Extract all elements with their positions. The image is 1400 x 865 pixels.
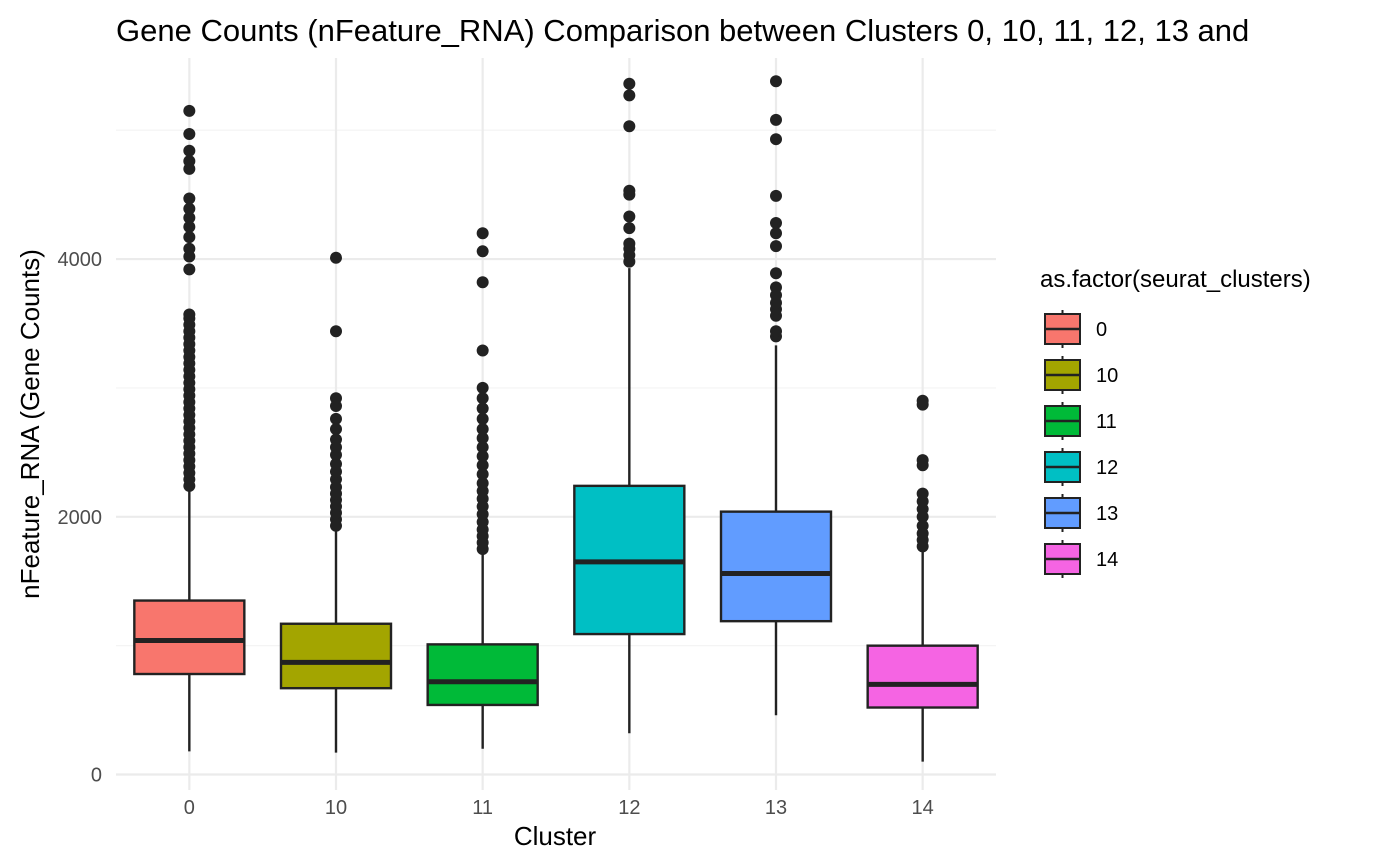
outlier-point — [183, 308, 196, 321]
outlier-point — [330, 251, 342, 264]
outlier-point — [183, 104, 196, 117]
outlier-point — [330, 412, 342, 425]
outlier-point — [770, 267, 782, 280]
boxes — [133, 75, 979, 762]
outlier-point — [916, 519, 929, 532]
outlier-point — [770, 189, 782, 202]
outlier-point — [476, 441, 489, 454]
legend-item-12: 12 — [1044, 448, 1118, 486]
box-cluster-10 — [279, 251, 393, 753]
outlier-point — [476, 227, 489, 240]
x-tick-label: 12 — [618, 797, 640, 819]
outlier-point — [476, 477, 489, 490]
outlier-point — [330, 423, 342, 436]
outlier-point — [476, 276, 489, 289]
box-iqr — [133, 599, 246, 676]
legend-item-10: 10 — [1044, 356, 1118, 394]
outlier-point — [476, 432, 489, 445]
outlier-point — [183, 128, 196, 141]
outlier-point — [183, 155, 196, 168]
outlier-point — [476, 245, 489, 258]
box-iqr — [866, 644, 979, 709]
outlier-point — [476, 381, 489, 394]
outlier-point — [476, 344, 489, 357]
grid — [116, 58, 996, 790]
outlier-point — [770, 227, 782, 240]
legend-title: as.factor(seurat_clusters) — [1040, 266, 1311, 293]
box-cluster-12 — [573, 77, 686, 734]
box-cluster-14 — [866, 394, 979, 762]
outlier-point — [623, 120, 636, 133]
outlier-point — [476, 392, 489, 405]
outlier-point — [623, 237, 636, 250]
y-axis-ticks: 0 2000 4000 — [58, 249, 103, 786]
outlier-point — [183, 263, 196, 276]
outlier-point — [330, 392, 342, 405]
box-cluster-0 — [133, 104, 246, 752]
outlier-point — [916, 454, 929, 467]
y-axis-title: nFeature_RNA (Gene Counts) — [15, 249, 45, 599]
outlier-point — [623, 210, 636, 223]
x-tick-label: 13 — [765, 797, 787, 819]
x-tick-label: 0 — [184, 797, 195, 819]
x-tick-label: 10 — [325, 797, 347, 819]
outlier-point — [330, 433, 342, 446]
outlier-point — [183, 202, 196, 215]
outlier-point — [476, 402, 489, 415]
outlier-point — [623, 89, 636, 102]
outlier-point — [770, 281, 782, 294]
box-cluster-13 — [719, 75, 833, 716]
outlier-point — [476, 468, 489, 481]
outlier-point — [770, 325, 782, 338]
outlier-point — [770, 216, 782, 229]
outlier-point — [476, 450, 489, 463]
legend-label: 14 — [1096, 549, 1118, 571]
outlier-point — [330, 325, 342, 338]
legend-label: 0 — [1096, 319, 1107, 341]
y-tick-label: 4000 — [58, 249, 103, 271]
x-axis-title: Cluster — [514, 821, 597, 851]
outlier-point — [770, 240, 782, 253]
legend-items: 0 10 11 12 13 14 — [1044, 310, 1118, 578]
legend-label: 12 — [1096, 457, 1118, 479]
box-iqr — [426, 643, 539, 707]
outlier-point — [623, 77, 636, 90]
outlier-point — [476, 412, 489, 425]
x-tick-label: 11 — [472, 797, 493, 819]
outlier-point — [623, 222, 636, 235]
outlier-point — [770, 75, 782, 88]
y-tick-label: 2000 — [58, 507, 103, 529]
outlier-point — [183, 231, 196, 244]
outlier-point — [183, 144, 196, 157]
box-cluster-11 — [426, 227, 539, 749]
outlier-point — [916, 394, 929, 407]
box-iqr — [279, 622, 393, 690]
outlier-point — [183, 211, 196, 224]
outlier-point — [183, 220, 196, 233]
legend-item-14: 14 — [1044, 540, 1118, 578]
legend-label: 10 — [1096, 365, 1118, 387]
outlier-point — [623, 184, 636, 197]
outlier-point — [330, 457, 342, 470]
outlier-point — [916, 487, 929, 500]
legend-label: 11 — [1096, 411, 1117, 433]
y-tick-label: 0 — [91, 765, 102, 787]
legend-label: 13 — [1096, 503, 1118, 525]
outlier-point — [770, 113, 782, 126]
outlier-point — [183, 192, 196, 205]
box-iqr — [719, 510, 833, 623]
outlier-point — [183, 242, 196, 255]
outlier-point — [770, 133, 782, 146]
outlier-point — [476, 423, 489, 436]
outlier-point — [476, 459, 489, 472]
legend: as.factor(seurat_clusters) 0 10 11 12 13 14 — [1040, 266, 1311, 578]
x-axis-ticks: 0 10 11 12 13 14 — [184, 797, 934, 819]
chart-title: Gene Counts (nFeature_RNA) Comparison be… — [116, 13, 1249, 48]
x-tick-label: 14 — [912, 797, 934, 819]
legend-item-11: 11 — [1044, 402, 1117, 440]
legend-item-13: 13 — [1044, 494, 1118, 532]
legend-item-0: 0 — [1044, 310, 1107, 348]
